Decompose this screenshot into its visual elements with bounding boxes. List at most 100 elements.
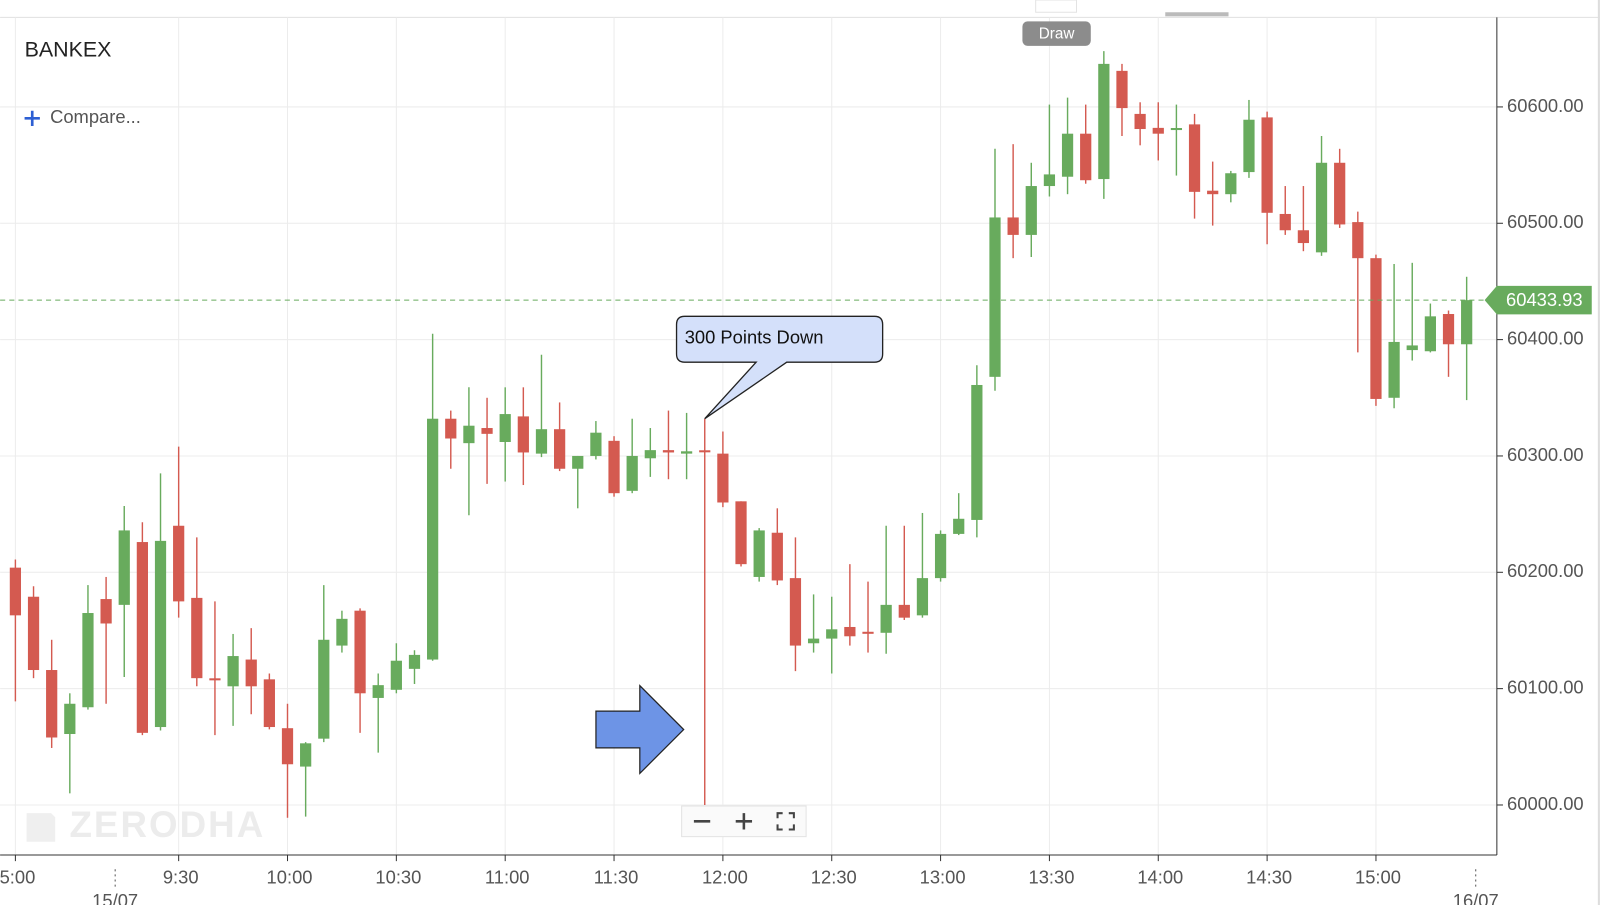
candle-body xyxy=(1297,230,1310,244)
x-tick-label: 10:00 xyxy=(267,866,313,887)
candle-body xyxy=(100,599,112,624)
candle-body xyxy=(717,453,729,503)
y-tick-label: 60000.00 xyxy=(1507,793,1584,814)
candle-body xyxy=(662,450,675,453)
candle-body xyxy=(517,416,529,453)
draw-label[interactable]: Draw xyxy=(1039,26,1076,43)
candle-body xyxy=(499,414,511,442)
candle-body xyxy=(880,604,892,633)
candle-body xyxy=(1061,133,1074,177)
day-label: 15/07 xyxy=(92,890,138,905)
candle-body xyxy=(1098,63,1110,180)
watermark: ZERODHA xyxy=(69,804,265,845)
candle-body xyxy=(699,450,711,453)
candle-body xyxy=(989,217,1001,377)
candle-body xyxy=(1243,119,1255,173)
symbol-title: BANKEX xyxy=(25,38,112,62)
candle-body xyxy=(372,685,384,698)
candle-body xyxy=(898,604,910,618)
compare-label[interactable]: Compare... xyxy=(50,106,141,127)
candle-body xyxy=(789,578,802,646)
y-tick-label: 60400.00 xyxy=(1507,327,1584,348)
draw-button-bg[interactable] xyxy=(1022,21,1091,46)
candle-body xyxy=(735,501,747,565)
x-tick-label: 12:00 xyxy=(702,866,748,887)
candle-body xyxy=(1152,127,1164,134)
candle-body xyxy=(408,654,421,669)
x-tick-label: 15:00 xyxy=(1355,866,1401,887)
annotation-text: 300 Points Down xyxy=(685,327,824,348)
y-tick-label: 60200.00 xyxy=(1507,560,1584,581)
candle-body xyxy=(1188,124,1201,192)
candle-body xyxy=(1261,117,1273,213)
candle-body xyxy=(173,525,185,602)
candle-body xyxy=(300,743,312,767)
candle-body xyxy=(1007,217,1019,235)
x-tick-label: 11:00 xyxy=(485,866,530,887)
candle-body xyxy=(46,670,58,738)
candle-body xyxy=(1170,128,1183,131)
candle-body xyxy=(445,418,457,439)
fullscreen[interactable] xyxy=(776,812,795,831)
candle-body xyxy=(608,440,620,494)
axes: 60000.00 60100.00 60200.00 60300.00 60400.00… xyxy=(0,95,1592,905)
candle-body xyxy=(644,450,656,459)
candle-body xyxy=(862,631,874,634)
candle-body xyxy=(1315,162,1328,253)
candle-body xyxy=(844,626,856,637)
zoom-in[interactable] xyxy=(735,813,753,830)
candle-body xyxy=(390,660,402,690)
candles xyxy=(0,51,1497,818)
candle-body xyxy=(154,540,167,728)
y-tick-label: 60100.00 xyxy=(1507,676,1584,697)
candle-body xyxy=(136,542,148,733)
candle-body xyxy=(1025,186,1037,235)
candle-body xyxy=(1043,174,1056,187)
x-tick-label: 14:00 xyxy=(1137,866,1183,887)
x-tick-label: 13:00 xyxy=(920,866,966,887)
arrow-shape xyxy=(595,684,685,775)
candle-body xyxy=(953,518,965,534)
x-tick-label: 11:30 xyxy=(594,866,639,887)
x-tick-label: 13:30 xyxy=(1028,866,1074,887)
candle-body xyxy=(826,629,838,639)
candle-body xyxy=(626,455,638,491)
candle-body xyxy=(1442,314,1455,345)
x-tick-label: 10:30 xyxy=(375,866,421,887)
y-tick-label: 60500.00 xyxy=(1507,211,1584,232)
candle-body xyxy=(336,618,348,646)
y-tick-label: 60300.00 xyxy=(1507,444,1584,465)
candle-body xyxy=(916,578,929,616)
candle-body xyxy=(535,429,548,454)
candle-body xyxy=(1134,113,1146,130)
candle-body xyxy=(263,679,275,728)
candle-body xyxy=(82,613,94,708)
candle-body xyxy=(1334,162,1346,225)
candle-body xyxy=(227,656,239,687)
zoom-controls xyxy=(681,805,807,838)
annotation: 300 Points Down xyxy=(675,315,884,420)
scrollbar xyxy=(1597,0,1600,905)
x-tick-label: 9:30 xyxy=(163,866,199,887)
candle-body xyxy=(427,418,439,660)
last-price-tag xyxy=(1484,285,1592,315)
x-tick-label: 14:30 xyxy=(1246,866,1292,887)
candle-body xyxy=(27,596,40,671)
last-price-label: 60433.93 xyxy=(1506,289,1583,310)
candle-body xyxy=(191,597,203,679)
candle-body xyxy=(1225,173,1237,195)
scroll-handle xyxy=(1165,12,1229,17)
toolbar-box xyxy=(1035,0,1078,13)
candle-body xyxy=(463,425,475,444)
candle-body xyxy=(1207,190,1219,195)
draw-button[interactable]: Draw xyxy=(1022,21,1091,46)
compare-button[interactable]: Compare... xyxy=(24,106,141,127)
candle-body xyxy=(807,638,820,644)
candle-body xyxy=(481,428,493,434)
candle-body xyxy=(245,659,257,687)
candle-body xyxy=(209,678,221,681)
candle-body xyxy=(281,728,294,765)
